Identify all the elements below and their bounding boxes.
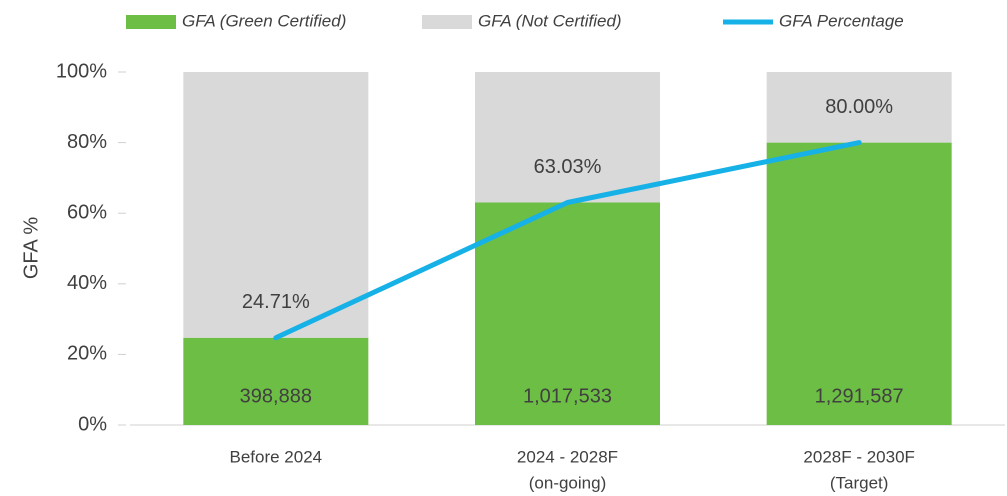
legend-label: GFA Percentage — [779, 11, 904, 30]
line-series — [273, 140, 862, 341]
legend-label: GFA (Not Certified) — [478, 11, 622, 30]
y-tick-label: 40% — [67, 272, 107, 294]
legend-swatch — [126, 15, 176, 29]
bar-segment — [766, 142, 952, 425]
line-label: 24.71% — [242, 291, 310, 313]
bar-label: 398,888 — [240, 385, 312, 407]
y-axis-label: GFA % — [20, 217, 42, 279]
bar-label: 1,291,587 — [815, 385, 904, 407]
bar-segment — [475, 202, 660, 425]
bar-segment — [766, 72, 952, 143]
legend-swatch — [422, 15, 472, 29]
bar-label: 1,017,533 — [523, 385, 612, 407]
y-tick-label: 0% — [78, 413, 107, 435]
y-tick-label: 80% — [67, 131, 107, 153]
y-tick-label: 100% — [56, 60, 107, 82]
y-tick-label: 60% — [67, 201, 107, 223]
x-tick-label: Before 2024 — [230, 447, 323, 466]
legend: GFA (Green Certified) GFA (Not Certified)… — [126, 11, 904, 30]
legend-label: GFA (Green Certified) — [182, 11, 346, 30]
x-tick-label: (Target) — [830, 473, 889, 492]
bar-segment — [183, 337, 369, 425]
x-tick-label: (on-going) — [529, 473, 607, 492]
bar-segment — [183, 72, 369, 338]
line-label: 63.03% — [534, 156, 602, 178]
x-tick-label: 2024 - 2028F — [517, 447, 618, 466]
y-tick-label: 20% — [67, 343, 107, 365]
x-tick-label: 2028F - 2030F — [803, 447, 915, 466]
bar-segment — [475, 72, 660, 203]
line-label: 80.00% — [825, 96, 893, 118]
